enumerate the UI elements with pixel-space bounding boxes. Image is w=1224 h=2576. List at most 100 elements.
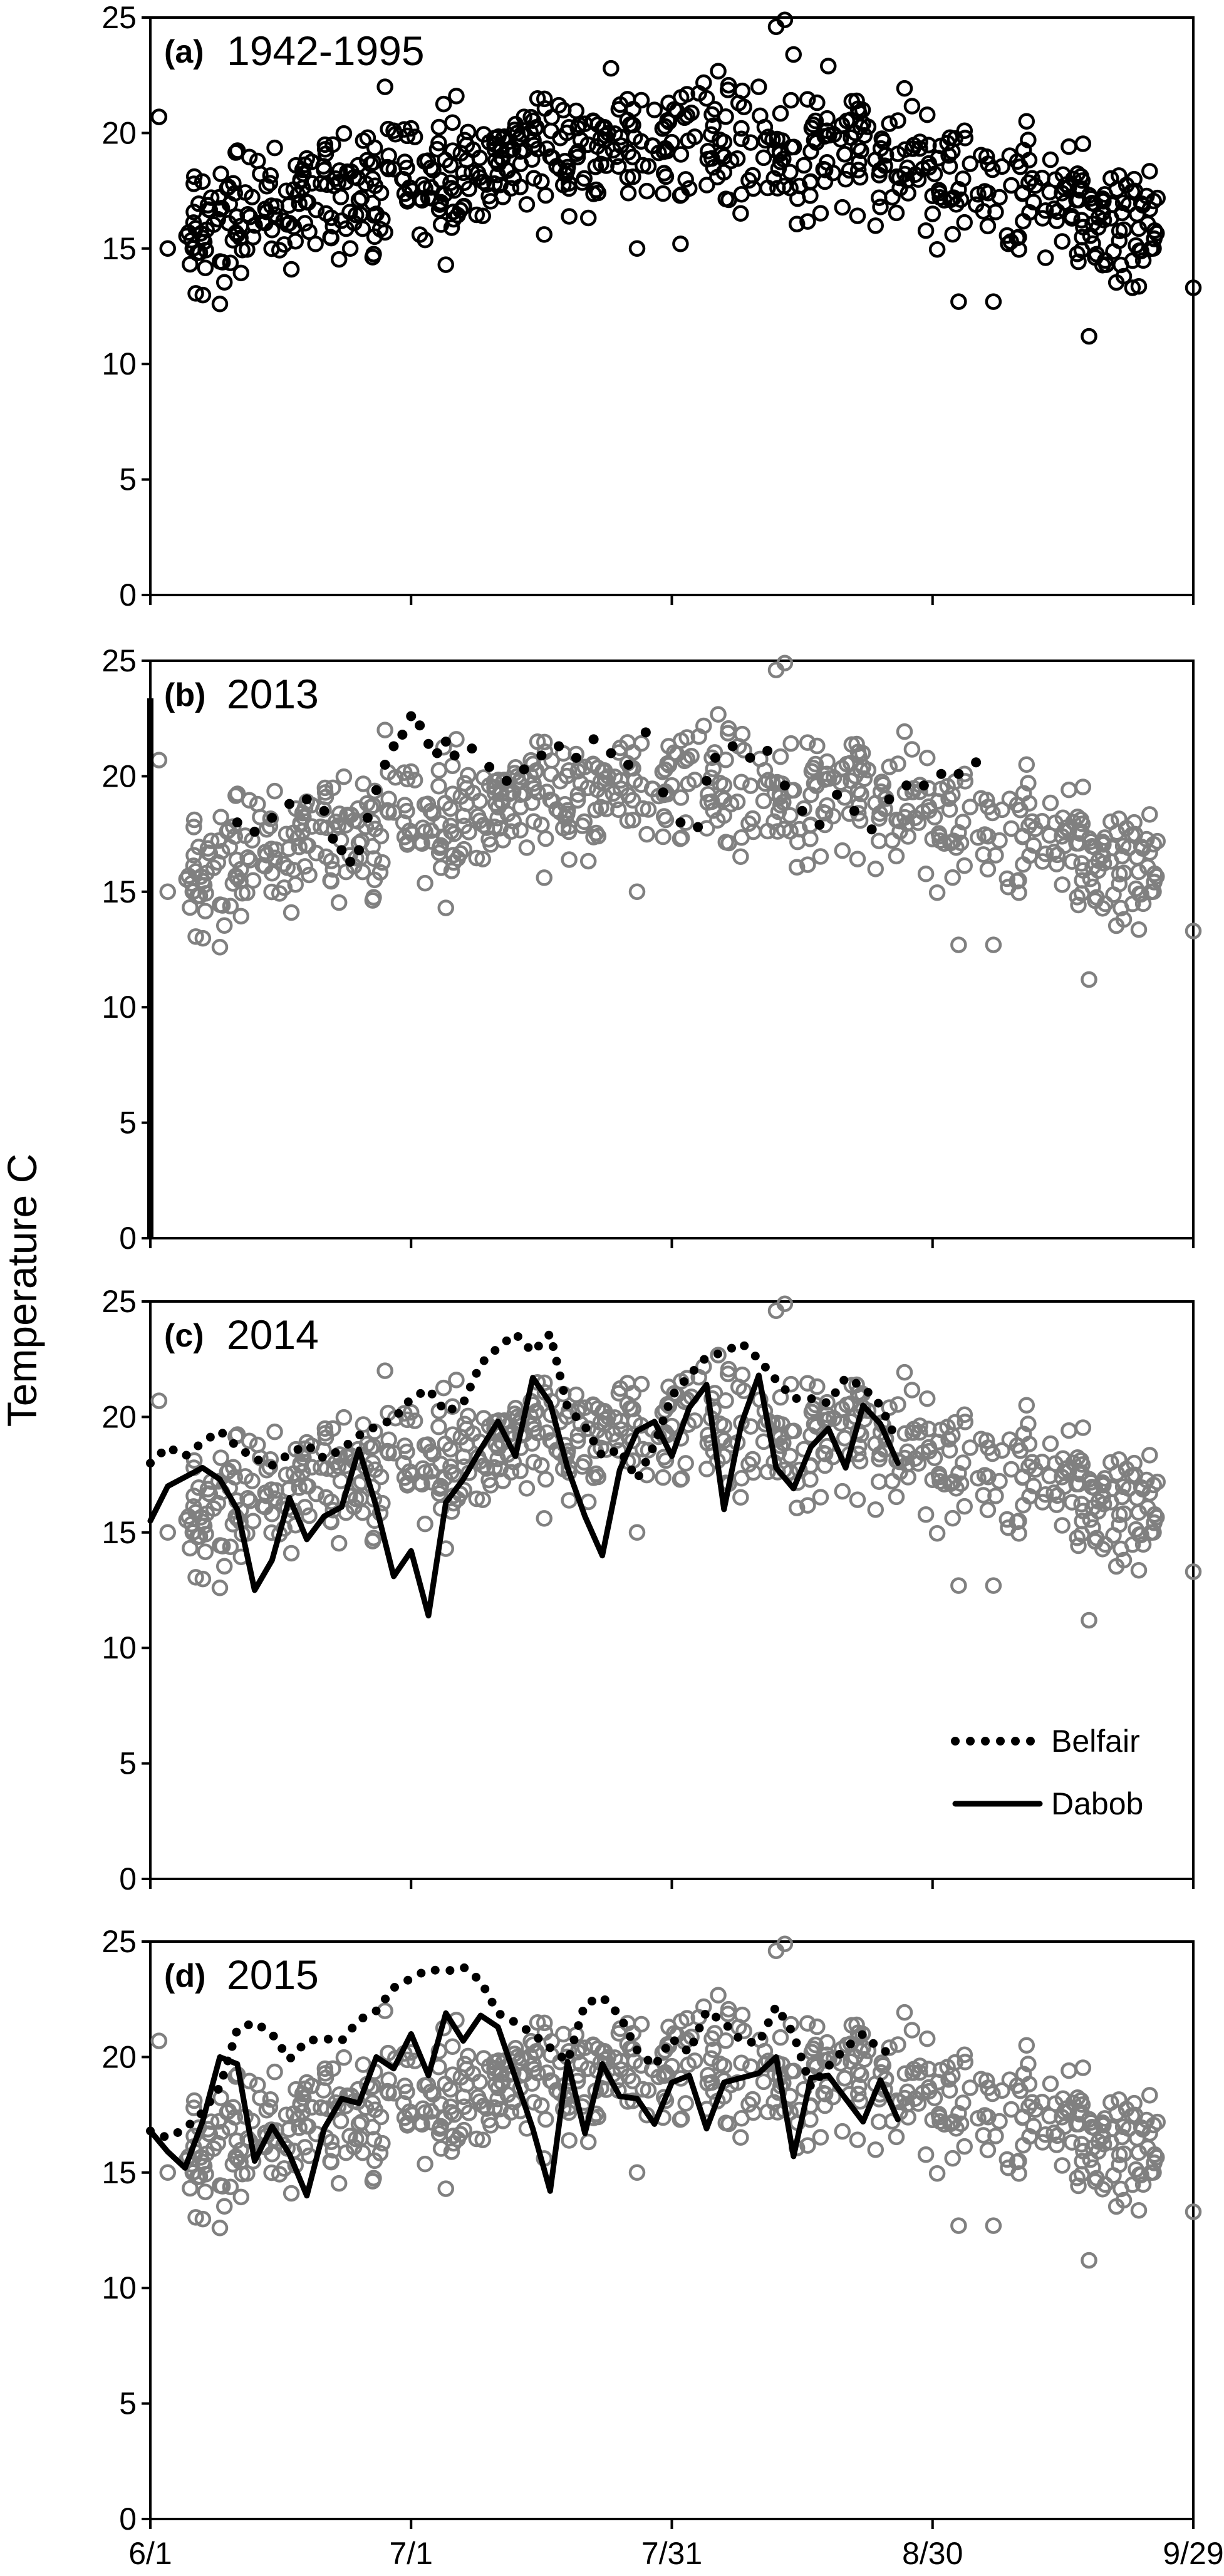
historical-point [194,173,211,190]
historical-point [1082,871,1099,887]
historical-point [952,2115,970,2133]
historical-point [603,59,620,77]
historical-point [480,777,498,794]
historical-point [610,801,627,819]
historical-point [705,2041,722,2059]
historical-point [506,1405,523,1422]
historical-point [425,1446,442,1463]
historical-point [459,2047,477,2065]
historical-point [851,2077,868,2095]
historical-point [219,2104,236,2121]
historical-point [1015,1496,1032,1514]
historical-point [633,91,650,109]
historical-point [423,833,440,850]
historical-point [180,867,197,884]
historical-point [928,1524,946,1542]
historical-point [425,2086,442,2103]
historical-point [820,58,837,75]
historical-point [354,220,371,237]
historical-point [991,2113,1008,2130]
historical-point [656,2042,673,2059]
legend-label: Dabob [1051,1786,1143,1821]
historical-point [324,2060,341,2077]
data-point [936,768,947,779]
historical-point [298,837,314,854]
historical-point [1054,1517,1071,1534]
historical-point [212,253,229,270]
historical-point [942,834,959,852]
historical-point [853,142,869,160]
historical-point [323,2133,340,2150]
historical-point [1111,866,1128,882]
x-tick-label: 7/31 [641,2536,702,2571]
historical-point [757,132,774,149]
historical-point [1042,794,1059,812]
historical-point [619,734,636,751]
historical-point [624,2072,641,2090]
historical-point [422,2103,440,2120]
historical-point [232,2188,250,2206]
historical-point [474,207,491,224]
historical-point [942,191,959,209]
historical-point [881,2039,898,2056]
historical-point [576,1454,593,1471]
historical-point [626,772,643,789]
historical-point [291,195,308,212]
historical-point [1037,202,1054,219]
historical-point [950,293,967,310]
historical-point [1037,846,1054,862]
historical-point [930,2074,947,2091]
historical-point [624,792,641,809]
historical-point [301,866,318,884]
historical-point [733,130,750,148]
data-point [918,780,929,791]
historical-point [944,225,961,243]
historical-point [944,869,961,886]
historical-point [365,889,382,906]
historical-point [987,2128,1004,2144]
historical-point [292,1456,309,1472]
historical-point [1094,204,1112,221]
historical-point [1108,2104,1126,2122]
historical-point [871,189,888,206]
y-tick-label: 10 [101,2270,137,2305]
historical-point [970,2110,987,2127]
historical-point [241,1432,258,1450]
historical-point [873,2054,891,2071]
historical-point [672,146,690,163]
historical-point [416,796,433,814]
data-point [702,775,712,786]
historical-point [452,145,469,162]
historical-point [1124,279,1141,296]
historical-point [486,175,503,192]
data-point [779,780,790,791]
historical-point [818,1406,836,1423]
historical-point [1108,1464,1126,1482]
historical-point [323,1493,340,1510]
historical-point [740,2096,757,2113]
data-point [406,711,417,722]
historical-point [815,160,832,178]
historical-point [489,1450,506,1467]
data-point [484,762,495,772]
historical-point [987,204,1004,220]
historical-point [194,1570,212,1588]
x-tick-label: 7/1 [389,2536,433,2571]
historical-point [920,1442,938,1460]
historical-point [324,136,341,153]
historical-point [1054,2090,1072,2108]
historical-point [906,166,924,184]
historical-point [975,846,992,863]
historical-point [397,153,413,170]
historical-point [633,1375,650,1393]
historical-point [889,1396,906,1413]
historical-point [619,755,636,772]
historical-point [486,1459,503,1476]
panel-a: 0 5 10 15 20 25 (a) 1942-1995 [101,0,1202,613]
historical-point [468,849,485,867]
historical-point [1105,243,1122,260]
historical-point [710,706,727,723]
historical-point [585,113,602,130]
historical-point [350,1476,368,1492]
historical-point [397,2077,413,2094]
